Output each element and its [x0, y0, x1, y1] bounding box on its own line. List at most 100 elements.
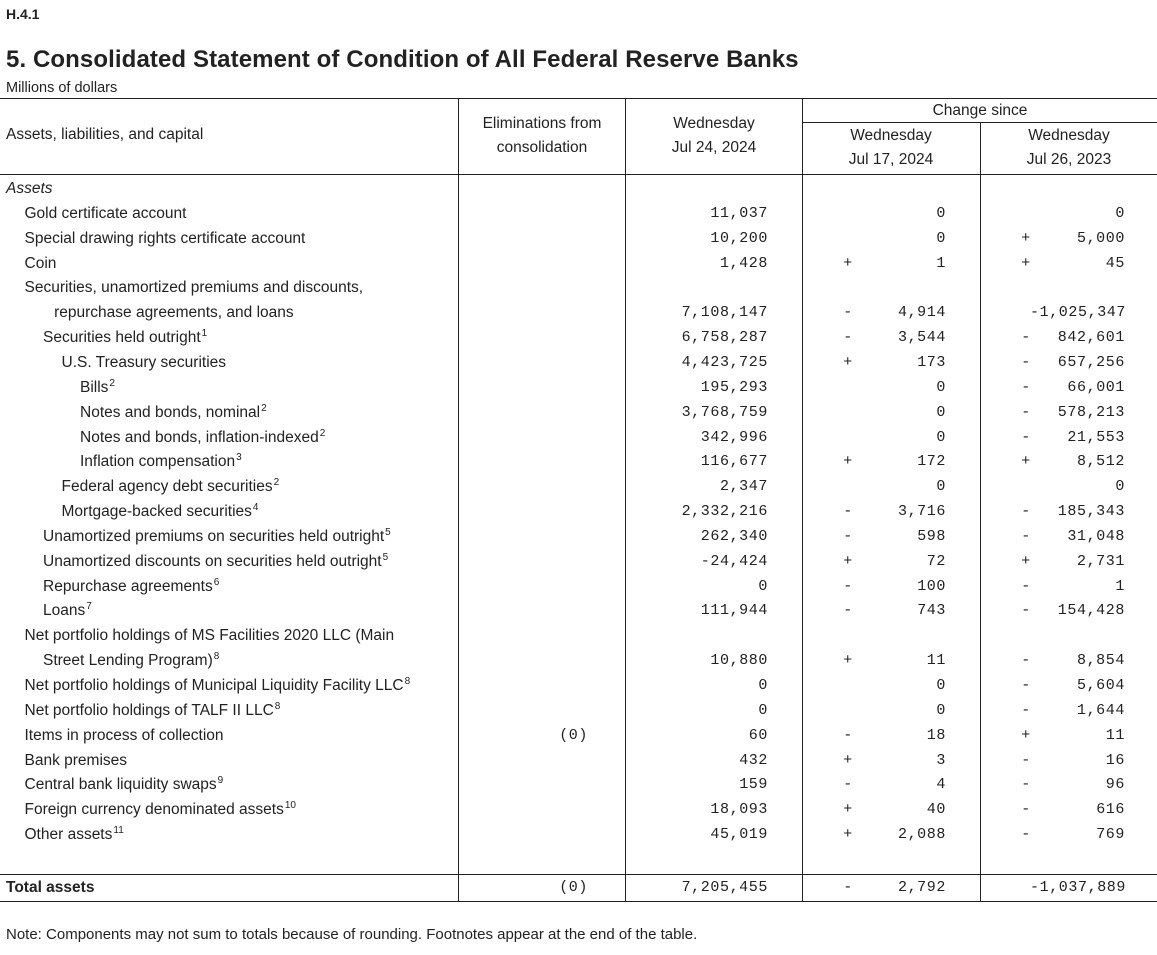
row-value: 11,037 [710, 204, 768, 222]
total-top-rule [0, 874, 1157, 875]
table-row: Assets [0, 176, 1157, 201]
row-change-year-sign: - [1021, 353, 1031, 371]
row-change-week: 0 [936, 677, 946, 694]
row-label-text: Mortgage-backed securities [61, 503, 252, 521]
column-header-wednesday: Wednesday Jul 24, 2024 [627, 112, 801, 160]
row-change-week: 4 [936, 776, 946, 794]
row-value: 0 [758, 577, 768, 595]
row-change-week-sign: + [843, 801, 853, 819]
row-change-year: 31,048 [1067, 527, 1125, 545]
row-value: 2,332,216 [681, 503, 768, 521]
table-row: Mortgage-backed securities4 2,332,216 - 3,7… [0, 499, 1157, 524]
row-label: Net portfolio holdings of MS Facilities … [25, 623, 395, 648]
change-since-rule [802, 122, 1157, 123]
row-change-week-sign: + [843, 826, 853, 844]
total-label: Total assets [6, 879, 95, 896]
row-label: Federal agency debt securities2 [62, 474, 280, 501]
row-label-text: Special drawing rights certificate accou… [24, 229, 306, 247]
total-value: 7,205,455 [681, 879, 768, 896]
row-label-text: Other assets [24, 826, 113, 844]
row-change-year: 5,000 [1076, 229, 1125, 247]
table-row: Central bank liquidity swaps9 159 - 4 - 96 [0, 772, 1157, 797]
row-change-year: 154,428 [1057, 602, 1125, 620]
total-eliminations: (0) [559, 879, 588, 896]
row-change-week-sign: - [843, 329, 853, 347]
row-label-text: Central bank liquidity swaps [24, 776, 217, 794]
row-change-week: 18 [926, 726, 946, 744]
row-change-year-sign: - [1021, 527, 1031, 545]
row-change-week: 11 [926, 652, 946, 670]
row-label-text: Bills [80, 378, 109, 396]
row-label: Unamortized premiums on securities held … [43, 524, 391, 551]
column-header-change-since: Change since [932, 102, 1028, 119]
row-label-text: Federal agency debt securities [61, 478, 273, 496]
row-change-week: 0 [936, 701, 946, 719]
row-change-year: 1 [1115, 577, 1125, 595]
page-title: 5. Consolidated Statement of Condition o… [6, 46, 799, 73]
footnote-marker: 2 [261, 402, 267, 414]
row-change-year-sign: - [1021, 577, 1031, 595]
row-label-text: Coin [24, 254, 57, 272]
row-value: 4,423,725 [681, 353, 768, 371]
row-change-week: 3 [936, 751, 946, 769]
row-value: 18,093 [710, 801, 768, 819]
row-eliminations: (0) [559, 726, 588, 744]
row-label-text: Net portfolio holdings of TALF II LLC [24, 701, 274, 719]
row-change-year: 842,601 [1057, 329, 1125, 347]
row-label: Other assets11 [25, 822, 124, 849]
row-label-text: Securities, unamortized premiums and dis… [24, 279, 364, 297]
row-value: 0 [758, 677, 768, 694]
row-change-week: 0 [936, 204, 946, 222]
row-change-year: 5,604 [1076, 677, 1125, 694]
row-change-year-sign: + [1021, 254, 1031, 272]
row-change-year-sign: - [1021, 428, 1031, 446]
row-value: 1,428 [719, 254, 768, 272]
row-value: 10,880 [710, 652, 768, 670]
footnote-marker: 6 [213, 576, 220, 588]
row-change-year-sign: - [1021, 701, 1031, 719]
row-label-text: Securities held outright [43, 329, 201, 347]
row-change-week-sign: - [843, 527, 853, 545]
row-change-year: 96 [1105, 776, 1125, 794]
table-row: Securities, unamortized premiums and dis… [0, 275, 1157, 300]
row-label: repurchase agreements, and loans [54, 300, 294, 325]
header-line: Wednesday [673, 115, 755, 132]
row-change-year-sign: - [1021, 677, 1031, 694]
footnote-marker: 5 [385, 526, 391, 538]
row-change-year: 2,731 [1076, 552, 1125, 570]
row-label-text: Notes and bonds, inflation-indexed [80, 428, 319, 446]
row-change-week-sign: + [843, 254, 853, 272]
row-change-year: 0 [1115, 478, 1125, 496]
table-top-rule [0, 98, 1157, 99]
row-value: 3,768,759 [681, 403, 768, 421]
footnote-marker: 2 [109, 377, 115, 389]
table-bottom-rule [0, 901, 1157, 902]
footnote-marker: 8 [213, 651, 220, 663]
row-label: Bills2 [80, 375, 115, 402]
row-change-year-sign: - [1021, 602, 1031, 620]
row-label-text: Inflation compensation [80, 453, 236, 471]
table-row: Securities held outright1 6,758,287 - 3,544… [0, 325, 1157, 350]
row-value: 45,019 [710, 826, 768, 844]
row-change-week: 0 [936, 229, 946, 247]
row-value: 111,944 [700, 602, 768, 620]
footnote-marker: 4 [252, 502, 259, 514]
row-value: 6,758,287 [681, 329, 768, 347]
header-line: Jul 17, 2024 [848, 151, 934, 168]
row-label: Securities held outright1 [43, 325, 207, 352]
row-change-week: 172 [917, 453, 946, 471]
row-value: 262,340 [700, 527, 768, 545]
row-value: -24,424 [700, 552, 768, 570]
table-row: U.S. Treasury securities 4,423,725 +173 - 65… [0, 350, 1157, 375]
footnote-marker: 8 [274, 700, 281, 712]
footnote-marker: 2 [273, 477, 280, 489]
table-row: Net portfolio holdings of TALF II LLC8 0 0… [0, 698, 1157, 723]
row-change-year-sign: + [1021, 453, 1031, 471]
footnote-marker: 2 [319, 427, 326, 439]
header-line: Jul 24, 2024 [671, 139, 757, 156]
row-change-year-sign: - [1021, 776, 1031, 794]
row-change-year-sign: - [1021, 801, 1031, 819]
column-divider [625, 98, 626, 901]
row-value: 159 [739, 776, 768, 794]
row-value: 2,347 [719, 478, 768, 496]
